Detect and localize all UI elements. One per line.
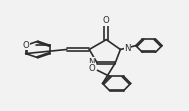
Text: O: O (23, 41, 29, 50)
Text: O: O (89, 64, 95, 73)
Text: N: N (88, 58, 94, 67)
Text: N: N (125, 44, 131, 53)
Text: O: O (103, 16, 110, 25)
